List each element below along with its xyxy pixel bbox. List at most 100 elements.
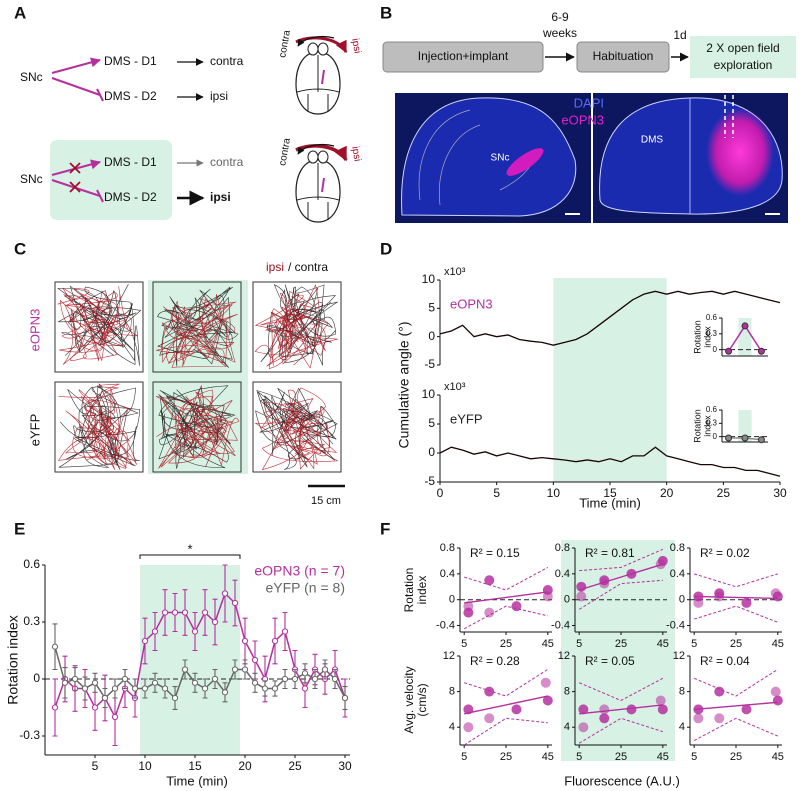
y-axis-label: Rotation (402, 568, 416, 613)
marker (241, 666, 249, 673)
y-axis-label: Cumulative angle (°) (396, 322, 412, 449)
x-axis-label: Time (min) (579, 495, 641, 510)
marker (331, 675, 339, 683)
y-tick-label: 0.8 (440, 542, 455, 554)
x-tick-label: 5 (691, 751, 697, 763)
step-label: Habituation (593, 49, 654, 63)
point (576, 581, 587, 592)
marker (191, 679, 199, 686)
panel-label: C (14, 239, 26, 258)
confidence-band (578, 579, 663, 610)
step-box (690, 36, 796, 78)
step-label: Injection+implant (418, 49, 509, 63)
fit-line (694, 701, 778, 711)
y-axis-label: index (702, 415, 712, 437)
fiber (321, 177, 325, 193)
r-squared: R² = 0.15 (470, 546, 520, 560)
x-axis-label: Fluorescence (A.U.) (564, 773, 680, 788)
expression (706, 108, 774, 196)
x-tick-label: 45 (542, 638, 554, 650)
y-axis-label: (cm/s) (415, 683, 429, 716)
x-tick-label: 25 (500, 751, 512, 763)
pathway-label: DMS - D1 (104, 155, 157, 169)
x-tick-label: 25 (288, 759, 302, 773)
excite-arrow (51, 57, 101, 74)
point (772, 695, 783, 706)
point (741, 597, 752, 608)
y-multiplier: x10³ (444, 381, 466, 393)
step-box (576, 41, 670, 73)
fiber (724, 95, 734, 138)
y-multiplier: x10³ (444, 266, 466, 278)
point (511, 601, 522, 612)
marker (281, 675, 289, 683)
brain-detail (296, 163, 340, 220)
point (578, 704, 589, 715)
x-tick-label: 5 (691, 638, 697, 650)
panel-label: A (14, 3, 26, 22)
trajectory (57, 286, 138, 365)
scale-label: 15 cm (311, 495, 341, 507)
r-squared: R² = 0.04 (700, 654, 750, 668)
x-tick-label: 25 (615, 638, 627, 650)
x-tick-label: 20 (238, 759, 252, 773)
turn-label: contra (277, 137, 293, 167)
marker (211, 675, 219, 683)
marker (121, 675, 129, 683)
trajectory (254, 284, 338, 370)
x-tick-label: 45 (657, 638, 669, 650)
legend-entry: eOPN3 (n = 7) (254, 563, 345, 579)
step-label: 2 X open field (706, 41, 779, 55)
point (693, 713, 704, 724)
point (770, 686, 781, 697)
x-tick-label: 25 (730, 751, 742, 763)
marker (231, 666, 239, 673)
source-label: SNc (20, 70, 43, 84)
marker (91, 679, 99, 686)
point (540, 677, 551, 688)
marker (757, 347, 765, 355)
panel-label: F (380, 519, 390, 538)
x-tick-label: 15 (188, 759, 202, 773)
point (741, 704, 752, 715)
r-squared: R² = 0.02 (700, 546, 750, 560)
point (772, 591, 783, 602)
marker (171, 609, 179, 616)
turn-label: contra (277, 29, 293, 59)
gap-label: 1d (673, 28, 686, 42)
series-label: eYFP (450, 411, 483, 426)
marker (301, 670, 309, 677)
row-label: eOPN3 (27, 309, 42, 352)
confidence-band (694, 605, 779, 623)
line (439, 290, 781, 346)
point (542, 695, 553, 706)
confidence-band (463, 605, 548, 630)
y-tick-label: 0.4 (670, 568, 685, 580)
expression (506, 148, 544, 176)
stain-label: DAPI (574, 95, 604, 110)
fit-line (579, 704, 663, 715)
gap-label: weeks (542, 26, 577, 40)
inhibit-bar (96, 189, 104, 203)
source-label: SNc (20, 172, 43, 186)
marker (221, 689, 229, 696)
marker (191, 628, 199, 635)
point (599, 704, 610, 715)
y-tick-label: 0.8 (555, 542, 570, 554)
r-squared: R² = 0.28 (470, 654, 520, 668)
y-tick-label: 0.6 (23, 557, 40, 571)
olfactory-bulb (317, 150, 329, 164)
effect-label: contra (210, 54, 244, 68)
olfactory-bulb (307, 150, 319, 164)
line (439, 446, 781, 477)
y-tick-label: -0.4 (436, 619, 455, 631)
point (626, 568, 637, 579)
y-tick-label: 0.3 (23, 614, 40, 628)
fit-line (464, 695, 548, 715)
y-tick-label: 8 (449, 686, 455, 698)
x-tick-label: 5 (461, 638, 467, 650)
legend-contra: / contra (288, 260, 328, 274)
confidence-band (693, 668, 779, 697)
arena (54, 281, 144, 373)
